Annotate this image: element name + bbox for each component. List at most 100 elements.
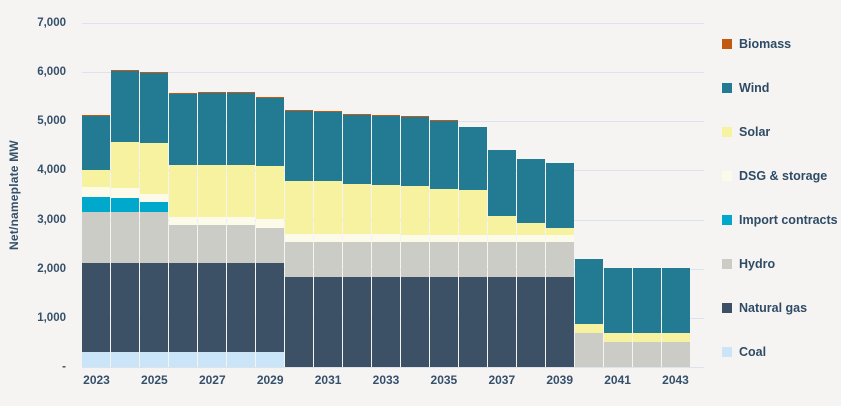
segment-wind-2041[interactable]: [604, 268, 632, 334]
segment-solar-2043[interactable]: [662, 333, 690, 342]
segment-natural-gas-2031[interactable]: [314, 276, 342, 367]
bar-2029[interactable]: [256, 23, 284, 367]
segment-dsg-storage-2025[interactable]: [140, 193, 168, 203]
segment-wind-2024[interactable]: [111, 71, 139, 143]
segment-wind-2034[interactable]: [401, 116, 429, 187]
segment-wind-2039[interactable]: [546, 162, 574, 228]
segment-natural-gas-2024[interactable]: [111, 262, 139, 353]
segment-natural-gas-2035[interactable]: [430, 276, 458, 367]
segment-import-contracts-2025[interactable]: [140, 202, 168, 213]
segment-hydro-2043[interactable]: [662, 341, 690, 367]
segment-import-contracts-2024[interactable]: [111, 197, 139, 213]
segment-wind-2036[interactable]: [459, 126, 487, 190]
segment-wind-2042[interactable]: [633, 268, 661, 334]
bar-2026[interactable]: [169, 23, 197, 367]
legend-item-coal[interactable]: Coal: [722, 345, 838, 359]
segment-solar-2024[interactable]: [111, 142, 139, 189]
segment-solar-2031[interactable]: [314, 181, 342, 235]
segment-solar-2033[interactable]: [372, 185, 400, 235]
segment-biomass-2027[interactable]: [198, 92, 226, 94]
segment-biomass-2023[interactable]: [82, 114, 110, 117]
segment-solar-2036[interactable]: [459, 189, 487, 235]
legend-item-solar[interactable]: Solar: [722, 125, 838, 139]
segment-hydro-2036[interactable]: [459, 242, 487, 277]
segment-coal-2029[interactable]: [256, 352, 284, 367]
segment-wind-2043[interactable]: [662, 268, 690, 334]
segment-wind-2026[interactable]: [169, 93, 197, 166]
segment-natural-gas-2029[interactable]: [256, 262, 284, 353]
segment-hydro-2028[interactable]: [227, 225, 255, 263]
segment-wind-2035[interactable]: [430, 120, 458, 189]
segment-solar-2040[interactable]: [575, 324, 603, 334]
segment-natural-gas-2039[interactable]: [546, 276, 574, 367]
segment-wind-2038[interactable]: [517, 158, 545, 224]
segment-hydro-2037[interactable]: [488, 242, 516, 277]
segment-dsg-storage-2027[interactable]: [198, 216, 226, 225]
bar-2038[interactable]: [517, 23, 545, 367]
segment-hydro-2032[interactable]: [343, 242, 371, 277]
segment-natural-gas-2028[interactable]: [227, 262, 255, 353]
segment-dsg-storage-2031[interactable]: [314, 234, 342, 243]
segment-solar-2028[interactable]: [227, 165, 255, 217]
segment-hydro-2031[interactable]: [314, 242, 342, 277]
segment-dsg-storage-2028[interactable]: [227, 216, 255, 225]
legend-item-hydro[interactable]: Hydro: [722, 257, 838, 271]
bar-2032[interactable]: [343, 23, 371, 367]
segment-hydro-2029[interactable]: [256, 228, 284, 263]
segment-wind-2027[interactable]: [198, 93, 226, 166]
segment-dsg-storage-2030[interactable]: [285, 234, 313, 243]
segment-hydro-2025[interactable]: [140, 212, 168, 263]
bar-2023[interactable]: [82, 23, 110, 367]
segment-natural-gas-2023[interactable]: [82, 262, 110, 353]
segment-hydro-2033[interactable]: [372, 242, 400, 277]
segment-import-contracts-2023[interactable]: [82, 196, 110, 213]
segment-coal-2027[interactable]: [198, 352, 226, 367]
segment-dsg-storage-2029[interactable]: [256, 219, 284, 229]
segment-wind-2032[interactable]: [343, 114, 371, 184]
segment-natural-gas-2033[interactable]: [372, 276, 400, 367]
segment-natural-gas-2034[interactable]: [401, 276, 429, 367]
segment-solar-2032[interactable]: [343, 183, 371, 235]
segment-wind-2025[interactable]: [140, 73, 168, 143]
segment-hydro-2027[interactable]: [198, 225, 226, 263]
segment-natural-gas-2038[interactable]: [517, 276, 545, 367]
segment-solar-2027[interactable]: [198, 165, 226, 217]
segment-dsg-storage-2023[interactable]: [82, 186, 110, 197]
segment-dsg-storage-2026[interactable]: [169, 216, 197, 225]
segment-solar-2034[interactable]: [401, 186, 429, 235]
legend-item-natural-gas[interactable]: Natural gas: [722, 301, 838, 315]
segment-coal-2025[interactable]: [140, 352, 168, 367]
segment-biomass-2032[interactable]: [343, 113, 371, 115]
bar-2043[interactable]: [662, 23, 690, 367]
segment-dsg-storage-2033[interactable]: [372, 234, 400, 243]
segment-dsg-storage-2038[interactable]: [517, 235, 545, 243]
segment-hydro-2026[interactable]: [169, 225, 197, 263]
bar-2036[interactable]: [459, 23, 487, 367]
bar-2028[interactable]: [227, 23, 255, 367]
segment-hydro-2042[interactable]: [633, 341, 661, 367]
segment-wind-2029[interactable]: [256, 98, 284, 167]
segment-solar-2030[interactable]: [285, 180, 313, 235]
segment-hydro-2040[interactable]: [575, 333, 603, 367]
segment-coal-2023[interactable]: [82, 352, 110, 367]
segment-dsg-storage-2037[interactable]: [488, 235, 516, 243]
segment-dsg-storage-2039[interactable]: [546, 235, 574, 243]
segment-biomass-2031[interactable]: [314, 111, 342, 113]
segment-solar-2029[interactable]: [256, 166, 284, 220]
segment-natural-gas-2025[interactable]: [140, 262, 168, 353]
bar-2037[interactable]: [488, 23, 516, 367]
segment-wind-2028[interactable]: [227, 92, 255, 166]
segment-natural-gas-2030[interactable]: [285, 276, 313, 367]
segment-coal-2024[interactable]: [111, 352, 139, 367]
segment-hydro-2034[interactable]: [401, 242, 429, 277]
segment-wind-2037[interactable]: [488, 150, 516, 216]
segment-natural-gas-2032[interactable]: [343, 276, 371, 367]
segment-solar-2026[interactable]: [169, 165, 197, 217]
segment-hydro-2030[interactable]: [285, 242, 313, 277]
bar-2033[interactable]: [372, 23, 400, 367]
segment-hydro-2038[interactable]: [517, 242, 545, 277]
segment-biomass-2033[interactable]: [372, 115, 400, 116]
segment-wind-2033[interactable]: [372, 115, 400, 186]
segment-wind-2023[interactable]: [82, 116, 110, 171]
segment-natural-gas-2037[interactable]: [488, 276, 516, 367]
